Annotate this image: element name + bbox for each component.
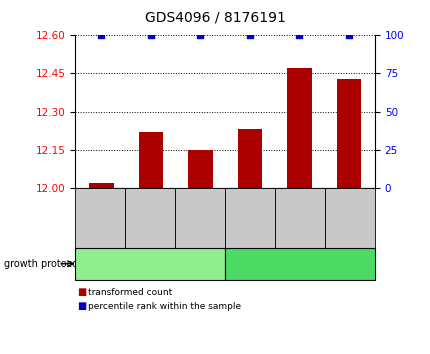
Text: transformed count: transformed count — [88, 287, 172, 297]
Text: doxycycline present: doxycycline present — [101, 259, 199, 269]
Text: ■: ■ — [77, 287, 86, 297]
Point — [147, 33, 154, 38]
Text: GSM789231: GSM789231 — [245, 195, 254, 241]
Bar — [89, 183, 114, 188]
Bar — [138, 132, 163, 188]
Text: GSM789233: GSM789233 — [295, 195, 304, 241]
Point — [98, 33, 104, 38]
Bar — [237, 129, 262, 188]
Text: doxycycline absent: doxycycline absent — [252, 259, 346, 269]
Point — [246, 33, 253, 38]
Text: GSM789236: GSM789236 — [195, 195, 204, 241]
Bar — [286, 68, 311, 188]
Text: percentile rank within the sample: percentile rank within the sample — [88, 302, 241, 311]
Bar — [187, 149, 212, 188]
Text: GDS4096 / 8176191: GDS4096 / 8176191 — [145, 11, 285, 25]
Point — [295, 33, 302, 38]
Text: growth protocol: growth protocol — [4, 259, 81, 269]
Text: GSM789234: GSM789234 — [145, 195, 154, 241]
Text: GSM789235: GSM789235 — [345, 195, 354, 241]
Bar — [336, 79, 360, 188]
Point — [345, 33, 352, 38]
Text: GSM789232: GSM789232 — [95, 195, 104, 241]
Text: ■: ■ — [77, 301, 86, 311]
Point — [197, 33, 203, 38]
